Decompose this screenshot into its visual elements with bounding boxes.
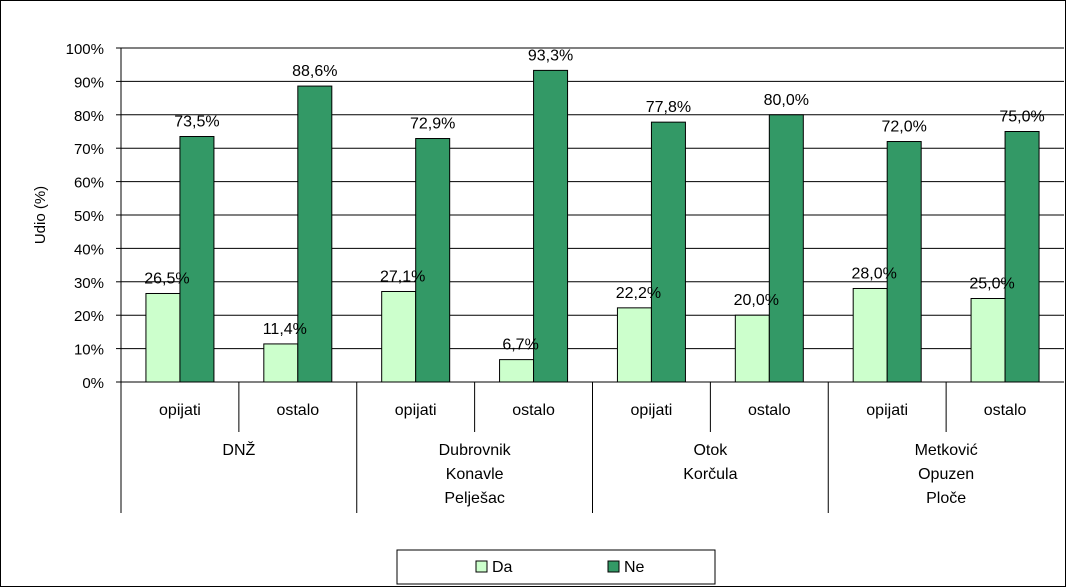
bar-ne — [533, 69, 569, 383]
x-tick-label: opijati — [159, 402, 201, 419]
y-tick-label: 80% — [74, 108, 104, 125]
group-label: Metković — [915, 442, 978, 459]
legend-swatch-ne — [607, 560, 620, 573]
data-label: 25,0% — [969, 276, 1014, 293]
bar-da — [616, 307, 652, 383]
y-tick-label: 30% — [74, 275, 104, 292]
data-label: 93,3% — [528, 47, 573, 64]
bar-da — [145, 292, 181, 383]
data-label: 73,5% — [174, 114, 219, 131]
group-label: Dubrovnik — [439, 442, 512, 459]
y-tick-label: 10% — [74, 342, 104, 359]
y-tick-label: 70% — [74, 141, 104, 158]
data-label: 26,5% — [144, 270, 189, 287]
legend-box — [396, 549, 716, 585]
bar-ne — [179, 136, 215, 383]
data-label: 28,0% — [852, 265, 897, 282]
legend-swatch-da — [475, 560, 488, 573]
bar-ne — [768, 114, 804, 383]
group-label: Ploče — [926, 490, 966, 507]
data-label: 72,0% — [882, 119, 927, 136]
data-label: 80,0% — [764, 92, 809, 109]
axes: 0% 10% 20% 30% 40% 50% 60% 70% 80% 90% 100% opijati… — [66, 41, 1064, 513]
legend-label: Ne — [624, 559, 645, 576]
x-tick-label: opijati — [395, 402, 437, 419]
data-labels: 26,5% 73,5% 11,4% 88,6% 27,1% 72,9% 6,7% 93,3% 2… — [144, 47, 1045, 353]
legend-label: Da — [492, 559, 513, 576]
group-label: Konavle — [446, 466, 504, 483]
bars — [145, 69, 1040, 383]
x-tick-label: ostalo — [984, 402, 1027, 419]
bar-ne — [415, 138, 451, 383]
data-label: 77,8% — [646, 99, 691, 116]
data-label: 75,0% — [999, 109, 1044, 126]
x-tick-label: ostalo — [276, 402, 319, 419]
group-label: Opuzen — [918, 466, 974, 483]
bar-da — [852, 287, 888, 383]
bar-da — [734, 314, 770, 383]
y-axis-title: Udio (%) — [32, 186, 49, 244]
y-tick-label: 50% — [74, 208, 104, 225]
bar-da — [970, 298, 1006, 383]
y-tick-label: 60% — [74, 175, 104, 192]
group-label: DNŽ — [222, 440, 255, 459]
group-label: Korčula — [683, 466, 737, 483]
data-label: 22,2% — [616, 285, 661, 302]
data-label: 11,4% — [263, 321, 307, 338]
x-tick-label: ostalo — [748, 402, 791, 419]
bar-ne — [886, 141, 922, 383]
y-tick-label: 40% — [74, 241, 104, 258]
data-label: 6,7% — [502, 337, 538, 354]
x-tick-label: opijati — [866, 402, 908, 419]
x-tick-label: ostalo — [512, 402, 555, 419]
bar-ne — [297, 85, 333, 383]
data-label: 27,1% — [380, 268, 425, 285]
bar-da — [263, 343, 299, 383]
y-tick-label: 0% — [82, 375, 104, 392]
bar-ne — [1004, 131, 1040, 383]
y-tick-label: 100% — [66, 41, 104, 58]
group-label: Pelješac — [444, 490, 504, 507]
y-tick-label: 90% — [74, 74, 104, 91]
y-tick-label: 20% — [74, 308, 104, 325]
bar-da — [381, 290, 417, 383]
data-label: 20,0% — [734, 292, 779, 309]
group-label: Otok — [693, 442, 728, 459]
bar-ne — [650, 121, 686, 383]
data-label: 72,9% — [410, 116, 455, 133]
x-tick-label: opijati — [631, 402, 673, 419]
bar-da — [499, 359, 535, 383]
data-label: 88,6% — [292, 63, 337, 80]
legend: Da Ne — [396, 549, 716, 585]
